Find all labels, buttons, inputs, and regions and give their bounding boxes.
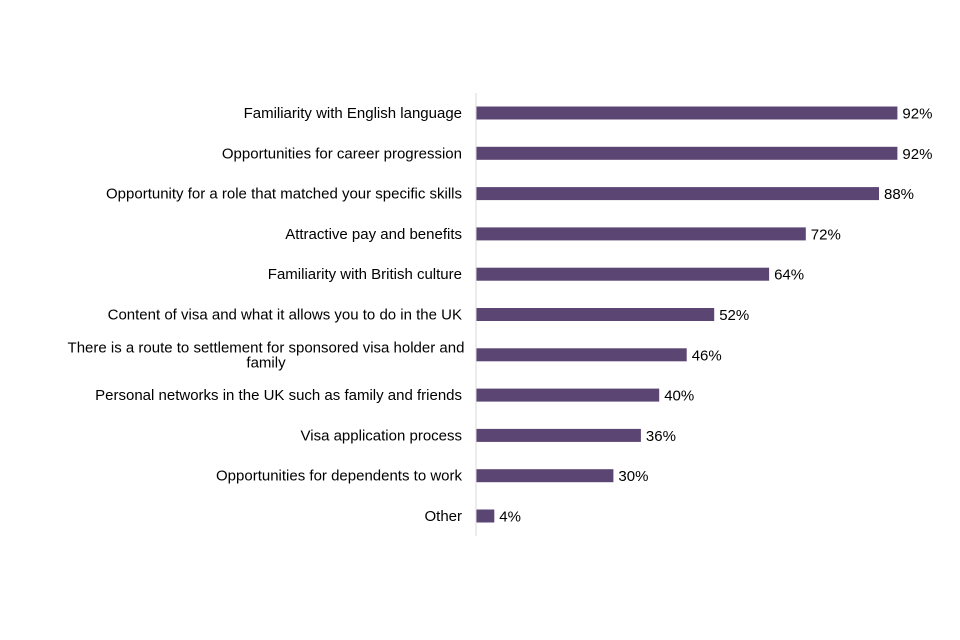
bar bbox=[476, 509, 495, 523]
category-label: Opportunities for dependents to work bbox=[216, 468, 462, 485]
value-label: 92% bbox=[902, 106, 932, 123]
value-label: 52% bbox=[719, 307, 749, 324]
value-label: 88% bbox=[884, 186, 914, 203]
bar bbox=[476, 469, 614, 483]
category-label: Opportunity for a role that matched your… bbox=[106, 186, 462, 203]
bar bbox=[476, 146, 898, 160]
bar bbox=[476, 308, 715, 321]
value-label: 92% bbox=[902, 146, 932, 163]
bar bbox=[476, 428, 641, 442]
category-label: Visa application process bbox=[301, 427, 462, 444]
value-label: 64% bbox=[774, 267, 804, 284]
bar bbox=[476, 388, 660, 402]
category-label: Other bbox=[424, 508, 462, 525]
category-label: Content of visa and what it allows you t… bbox=[108, 307, 462, 324]
category-label: Attractive pay and benefits bbox=[285, 226, 462, 243]
value-label: 4% bbox=[499, 509, 521, 526]
category-label: Personal networks in the UK such as fami… bbox=[95, 387, 462, 404]
bar bbox=[476, 267, 770, 281]
bar bbox=[476, 227, 806, 241]
value-label: 72% bbox=[811, 226, 841, 243]
value-label: 46% bbox=[692, 347, 722, 364]
category-label: Opportunities for career progression bbox=[222, 145, 462, 162]
value-label: 36% bbox=[646, 428, 676, 445]
value-label: 40% bbox=[664, 388, 694, 405]
category-label: family bbox=[246, 354, 286, 371]
bar bbox=[476, 106, 898, 120]
bar bbox=[476, 348, 687, 362]
value-label: 30% bbox=[618, 468, 648, 485]
category-label: Familiarity with British culture bbox=[268, 266, 462, 283]
category-label: There is a route to settlement for spons… bbox=[68, 339, 465, 356]
category-label: Familiarity with English language bbox=[244, 105, 462, 122]
bar bbox=[476, 187, 879, 201]
